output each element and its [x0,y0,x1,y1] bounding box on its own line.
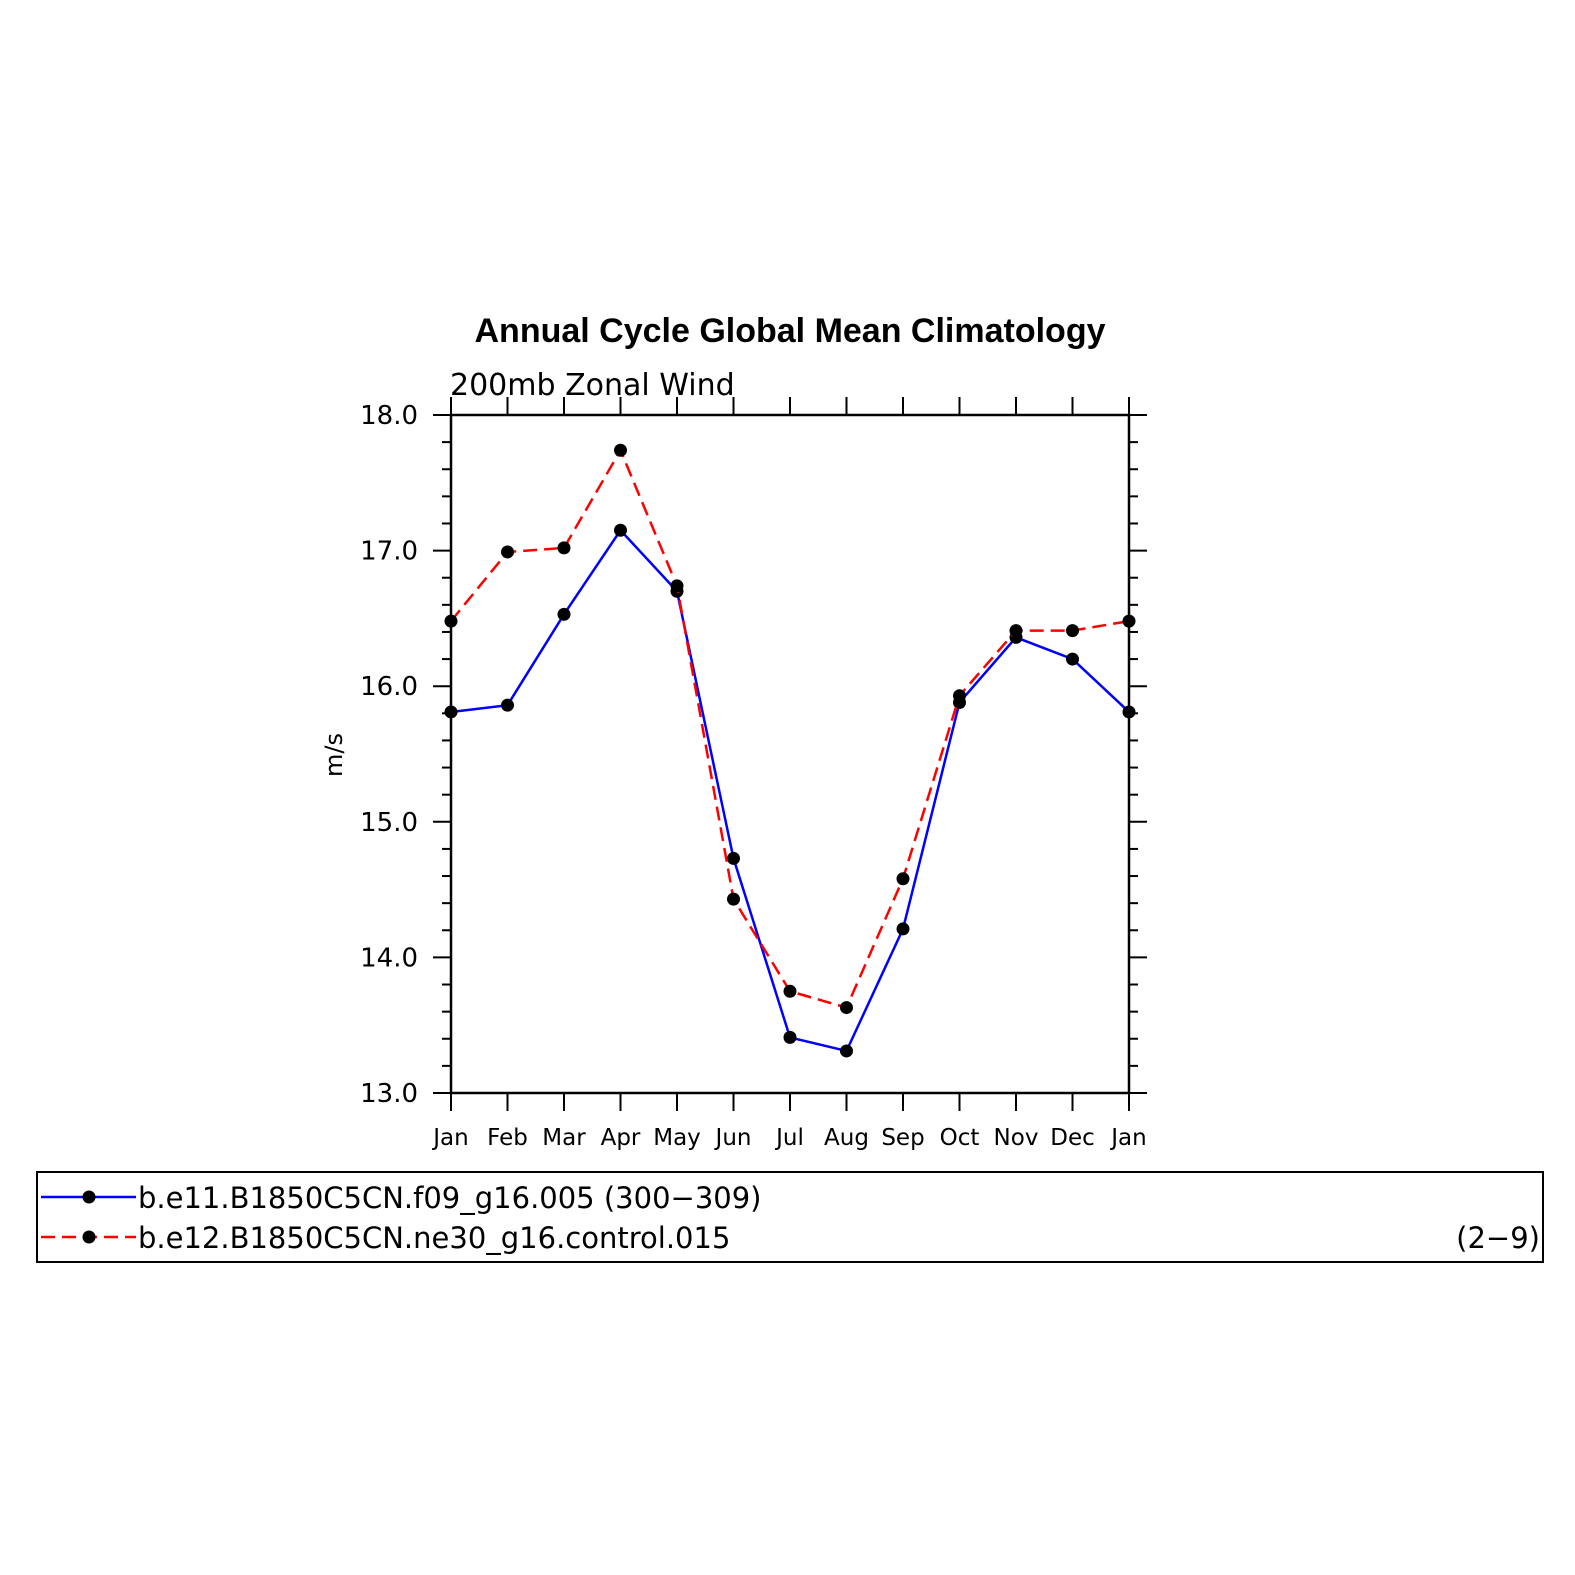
y-tick-label: 16.0 [360,672,418,702]
data-point [1009,624,1023,638]
y-tick-label: 13.0 [360,1079,418,1109]
data-point [1066,624,1079,638]
data-point [670,579,684,593]
legend-box [36,1171,1544,1263]
data-point [444,614,458,628]
data-point [557,607,571,621]
data-point [614,443,627,457]
x-tick-label: Apr [601,1125,641,1151]
legend: b.e11.B1850C5CN.f09_g16.005 (300−309) b.e… [41,1181,1540,1255]
series-line-2 [450,447,1130,1010]
y-axis: 13.0 14.0 15.0 16.0 17.0 18.0 [360,401,1147,1109]
y-tick-label: 18.0 [360,401,418,431]
x-tick-label: Mar [542,1125,586,1151]
chart-title: Annual Cycle Global Mean Climatology [475,312,1106,350]
x-tick-label: May [653,1125,701,1151]
data-point [953,689,966,703]
y-axis-label: m/s [320,733,348,777]
data-point [727,892,740,906]
y-tick-label: 14.0 [360,943,418,973]
x-axis: Jan Feb Mar Apr May Jun Jul Aug Sep Oct Nov Dec Jan [431,397,1147,1151]
data-point [614,523,627,537]
data-point [444,705,458,719]
data-point [783,1030,797,1044]
data-point [896,922,910,936]
x-tick-label: Jun [714,1125,752,1151]
data-point [1122,705,1136,719]
x-tick-label: Jul [774,1125,804,1151]
legend-marker-1 [82,1190,96,1204]
data-point [1066,652,1079,666]
data-point [501,545,514,559]
x-tick-label: Aug [824,1125,869,1151]
data-point [727,851,740,865]
data-point [1122,614,1136,628]
series-line-1 [450,528,1130,1053]
x-tick-label: Feb [487,1125,528,1151]
y-tick-label: 17.0 [360,537,418,567]
x-tick-label: Jan [1109,1125,1146,1151]
series-layer [444,443,1136,1058]
x-tick-label: Oct [940,1125,980,1151]
legend-marker-2 [82,1230,96,1244]
y-tick-label: 15.0 [360,808,418,838]
data-point [840,1001,853,1015]
x-tick-label: Sep [881,1125,924,1151]
legend-range-label-2: (2−9) [1456,1221,1540,1255]
x-tick-label: Nov [994,1125,1039,1151]
x-tick-label: Dec [1050,1125,1095,1151]
x-tick-label: Jan [431,1125,468,1151]
legend-label-1: b.e11.B1850C5CN.f09_g16.005 (300−309) [138,1181,762,1215]
legend-label-2: b.e12.B1850C5CN.ne30_g16.control.015 [138,1221,730,1255]
data-point [896,872,910,886]
chart-subtitle: 200mb Zonal Wind [450,368,735,403]
data-point [783,984,797,998]
data-point [557,541,571,555]
data-point [840,1044,853,1058]
data-point [501,698,514,712]
